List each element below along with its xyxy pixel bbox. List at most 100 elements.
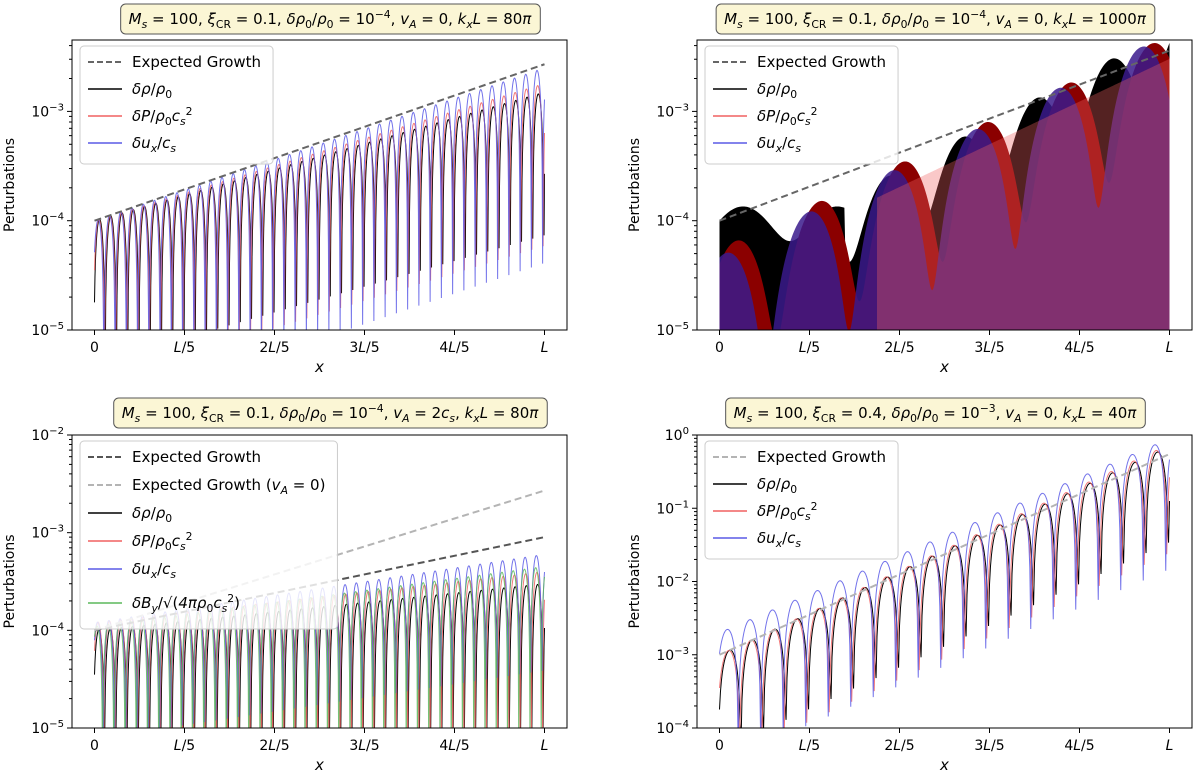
legend-entry: δρ/ρ0 xyxy=(757,475,797,496)
chart-title: Ms = 100, ξCR = 0.4, δρ0/ρ0 = 10−3, vA =… xyxy=(725,397,1146,429)
legend-entry: δP/ρ0cs2 xyxy=(757,500,817,523)
chart-title: Ms = 100, ξCR = 0.1, δρ0/ρ0 = 10−4, vA =… xyxy=(113,397,548,429)
series-Expected Growth xyxy=(719,49,1170,222)
chart-title-text: Ms = 100, ξCR = 0.1, δρ0/ρ0 = 10−4, vA =… xyxy=(724,8,1147,31)
x-axis-label: x xyxy=(314,358,324,376)
x-tick-label: 3L/5 xyxy=(349,340,379,356)
y-tick-label: 10−2 xyxy=(656,573,689,591)
x-tick-label: L xyxy=(1166,340,1174,356)
y-tick-label: 10−1 xyxy=(656,499,689,517)
series-δρ/ρ0 xyxy=(94,93,545,330)
x-tick-label: 2L/5 xyxy=(259,340,289,356)
chart-title-text: Ms = 100, ξCR = 0.1, δρ0/ρ0 = 10−4, vA =… xyxy=(129,8,533,31)
x-tick-label: L/5 xyxy=(799,340,820,356)
series-δux/cs xyxy=(94,69,545,330)
chart-title-text: Ms = 100, ξCR = 0.4, δρ0/ρ0 = 10−3, vA =… xyxy=(734,402,1138,425)
y-tick-label: 10−3 xyxy=(31,102,64,120)
legend-entry: δρ/ρ0 xyxy=(132,80,172,101)
plot-area xyxy=(719,42,1170,330)
y-tick-label: 10−5 xyxy=(31,321,64,339)
legend-entry: δP/ρ0cs2 xyxy=(132,530,192,553)
plot-area xyxy=(94,63,545,330)
legend: Expected Growth δρ/ρ0 δP/ρ0cs2 δux/cs xyxy=(704,45,899,165)
y-tick-label: 10−5 xyxy=(656,321,689,339)
x-axis-label: x xyxy=(939,756,949,774)
legend-box xyxy=(79,440,338,630)
chart-title: Ms = 100, ξCR = 0.1, δρ0/ρ0 = 10−4, vA =… xyxy=(120,3,541,35)
chart-panel-3: 0 L/5 2L/5 3L/5 4L/5 L 10−5 10−4 10−3 10−2 x Pertur… xyxy=(2,397,568,774)
x-tick-label: 0 xyxy=(715,738,724,754)
legend-entry: δP/ρ0cs2 xyxy=(132,105,192,128)
title-box xyxy=(120,3,541,35)
y-tick-label: 10−2 xyxy=(31,426,64,444)
y-tick-label: 10−3 xyxy=(31,524,64,542)
x-tick-label: 0 xyxy=(90,738,99,754)
y-tick-label: 10−4 xyxy=(656,719,689,737)
y-axis-label: Perturbations xyxy=(2,138,18,232)
plot-area xyxy=(719,444,1170,728)
x-tick-label: 2L/5 xyxy=(884,340,914,356)
y-tick-label: 10−5 xyxy=(31,719,64,737)
chart-panel-1: 0 L/5 2L/5 3L/5 4L/5 L 10−5 10−4 10−3 x Perturbati… xyxy=(2,3,568,376)
legend: Expected Growth Expected Growth (vA = 0) δ… xyxy=(79,440,338,630)
x-axis-label: x xyxy=(939,358,949,376)
legend-entry: δρ/ρ0 xyxy=(132,504,172,525)
x-tick-label: 3L/5 xyxy=(974,738,1004,754)
x-tick-label: L/5 xyxy=(174,340,195,356)
title-box xyxy=(113,397,548,429)
legend-entry: δP/ρ0cs2 xyxy=(757,105,817,128)
series-δP/ρ0cs² xyxy=(94,85,545,330)
chart-title-text: Ms = 100, ξCR = 0.1, δρ0/ρ0 = 10−4, vA =… xyxy=(122,402,540,425)
x-tick-label: 2L/5 xyxy=(884,738,914,754)
y-tick-label: 10−3 xyxy=(656,102,689,120)
legend-entry: Expected Growth xyxy=(132,53,261,71)
y-tick-label: 10−4 xyxy=(31,212,64,230)
legend-entry: δux/cs xyxy=(757,529,801,550)
legend-entry: δux/cs xyxy=(757,134,801,155)
area-δux/cs xyxy=(719,46,1170,330)
x-tick-label: L xyxy=(1166,738,1174,754)
series-δux/cs xyxy=(719,444,1170,728)
chart-panel-4: 0 L/5 2L/5 3L/5 4L/5 L 10−4 10−3 10−2 10−1 100 x Per… xyxy=(627,397,1193,774)
title-box xyxy=(715,3,1156,35)
axes-frame xyxy=(71,39,568,331)
x-tick-label: 2L/5 xyxy=(259,738,289,754)
x-tick-label: L xyxy=(541,340,549,356)
x-tick-label: 4L/5 xyxy=(1064,340,1094,356)
x-tick-label: L/5 xyxy=(799,738,820,754)
chart-title: Ms = 100, ξCR = 0.1, δρ0/ρ0 = 10−4, vA =… xyxy=(715,3,1156,35)
legend-box xyxy=(704,440,899,560)
x-tick-label: 3L/5 xyxy=(349,738,379,754)
y-axis-label: Perturbations xyxy=(627,534,643,628)
area-overlay xyxy=(877,58,1170,330)
x-tick-label: L/5 xyxy=(174,738,195,754)
x-tick-label: 4L/5 xyxy=(439,738,469,754)
x-axis-label: x xyxy=(314,756,324,774)
legend-entry: δux/cs xyxy=(132,560,176,581)
title-box xyxy=(725,397,1146,429)
y-axis-label: Perturbations xyxy=(627,138,643,232)
legend-entry: δBy/√(4πρ0cs2) xyxy=(132,592,240,615)
legend-box xyxy=(79,45,274,165)
x-tick-label: 3L/5 xyxy=(974,340,1004,356)
y-tick-label: 10−4 xyxy=(31,621,64,639)
x-tick-label: 0 xyxy=(90,340,99,356)
legend-entry: Expected Growth xyxy=(757,448,886,466)
series-Expected Growth xyxy=(94,63,545,222)
legend: Expected Growth δρ/ρ0 δP/ρ0cs2 δux/cs xyxy=(704,440,899,560)
legend-entry: Expected Growth xyxy=(132,448,261,466)
legend-entry: δρ/ρ0 xyxy=(757,80,797,101)
legend: Expected Growth δρ/ρ0 δP/ρ0cs2 δux/cs xyxy=(79,45,274,165)
axes-frame xyxy=(71,434,568,729)
y-tick-label: 100 xyxy=(665,426,689,444)
series-Expected Growth xyxy=(719,453,1170,656)
x-tick-label: L xyxy=(541,738,549,754)
axes-frame xyxy=(696,39,1193,331)
legend-entry: δux/cs xyxy=(132,134,176,155)
legend-box xyxy=(704,45,899,165)
x-tick-label: 4L/5 xyxy=(1064,738,1094,754)
y-axis-label: Perturbations xyxy=(2,534,18,628)
legend-entry: Expected Growth xyxy=(757,53,886,71)
y-tick-label: 10−3 xyxy=(656,646,689,664)
